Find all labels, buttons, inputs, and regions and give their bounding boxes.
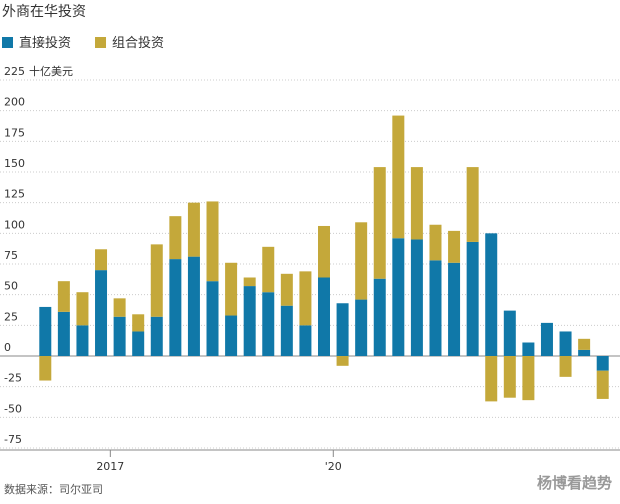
bar [57,281,70,312]
bar [410,167,423,240]
bar [485,356,498,402]
y-tick-label: -50 [4,402,22,415]
bar [373,278,386,356]
bar [169,216,182,260]
y-tick-label: 100 [4,218,25,231]
bar [522,342,535,356]
bar [169,259,182,356]
bar [150,244,163,317]
bar [485,233,498,356]
bar [410,239,423,356]
bar [522,356,535,401]
y-tick-label: 225 [4,65,25,78]
bar [280,305,293,356]
bar [448,262,461,356]
bar [503,310,516,356]
bar [206,281,219,356]
bar [559,356,572,377]
bar [39,356,52,381]
bar [132,331,145,356]
legend-swatch [95,37,107,48]
bar [113,316,126,356]
bar [578,349,591,356]
bar [503,356,516,398]
bar [336,303,349,356]
y-unit: 十亿美元 [29,64,73,78]
chart-title: 外商在华投资 [2,4,86,20]
bar [448,230,461,263]
source: 数据来源：司尔亚司 [4,482,103,496]
bar [262,246,275,293]
bar [373,167,386,279]
bar [559,331,572,356]
bar [243,277,256,287]
bar [225,262,238,316]
bar [336,356,349,366]
legend-label: 直接投资 [19,35,71,51]
bar [150,316,163,356]
bar [225,315,238,356]
bar [76,325,89,356]
x-tick-label: 2017 [96,460,124,473]
bar [95,249,108,271]
bar [39,306,52,356]
bar [466,167,479,242]
y-tick-label: -25 [4,372,22,385]
bar [113,298,126,317]
y-tick-label: 25 [4,310,18,323]
y-tick-label: 175 [4,126,25,139]
y-tick-label: 75 [4,249,18,262]
y-tick-label: 50 [4,280,18,293]
bar [355,222,368,300]
legend-label: 组合投资 [112,35,164,51]
y-tick-label: 125 [4,188,25,201]
bar [76,292,89,326]
watermark: 杨博看趋势 [537,474,612,492]
legend-swatch [2,37,13,48]
bar [187,202,200,257]
bar [299,325,312,356]
y-tick-label: 200 [4,96,25,109]
bar [429,260,442,356]
y-tick-label: -75 [4,433,22,446]
bar [280,273,293,306]
bar [262,292,275,356]
bar [243,286,256,356]
bar [578,338,591,350]
bar [95,270,108,356]
bar [596,370,609,399]
bar [299,271,312,326]
bar [187,256,200,356]
x-tick-label: '20 [325,460,342,473]
bar [132,314,145,332]
bar [429,224,442,261]
bar [596,356,609,371]
bar [57,311,70,356]
bar [318,277,330,356]
y-tick-label: 0 [4,341,11,354]
bar [466,241,479,356]
bar [206,201,219,282]
y-tick-label: 150 [4,157,25,170]
bar [392,115,405,239]
bar [540,322,553,356]
bar [392,238,405,356]
bar [355,299,368,356]
bar [318,225,330,278]
